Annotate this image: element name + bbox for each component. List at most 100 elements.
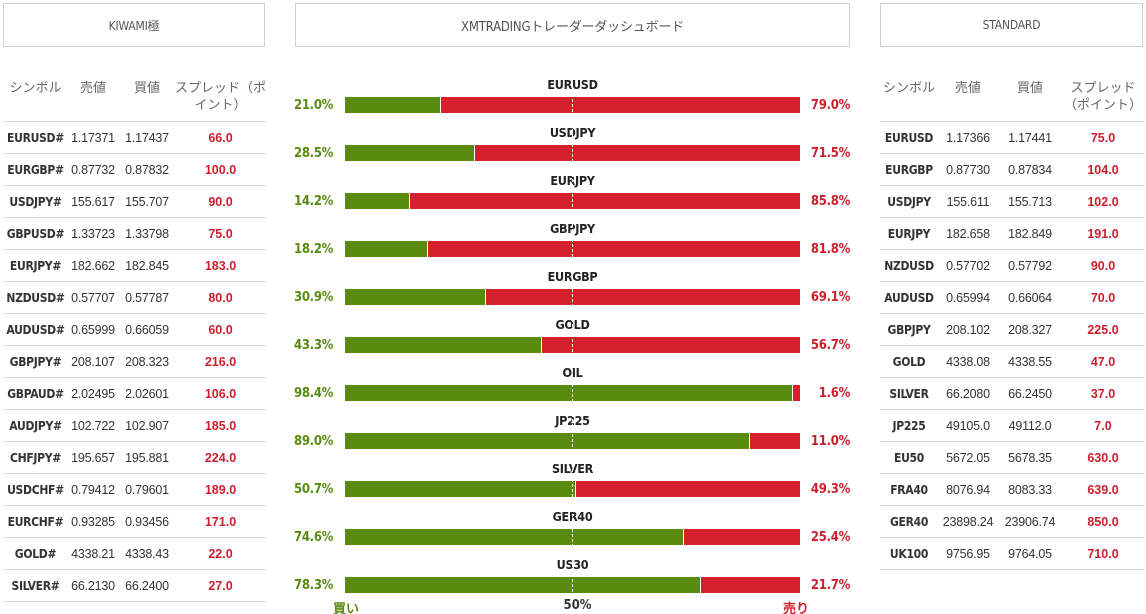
row-bid: 5672.05 bbox=[946, 450, 990, 465]
table-row: GER40 23898.24 23906.74 850.0 bbox=[880, 506, 1144, 538]
row-symbol: SILVER bbox=[889, 386, 929, 401]
buy-fill bbox=[345, 145, 475, 161]
sentiment-symbol: GER40 bbox=[552, 509, 593, 524]
table-row: GBPUSD# 1.33723 1.33798 75.0 bbox=[4, 218, 266, 250]
row-spread: 22.0 bbox=[208, 546, 233, 561]
row-spread: 90.0 bbox=[1090, 258, 1116, 273]
row-spread: 70.0 bbox=[1090, 290, 1116, 305]
row-spread: 224.0 bbox=[204, 450, 237, 465]
row-symbol: AUDJPY# bbox=[9, 418, 62, 433]
row-symbol: CHFJPY# bbox=[9, 450, 62, 465]
sell-percent: 25.4% bbox=[810, 530, 850, 545]
row-ask: 155.707 bbox=[125, 194, 169, 209]
row-bid: 208.102 bbox=[946, 322, 990, 337]
row-ask: 0.87832 bbox=[125, 162, 169, 177]
row-ask: 182.845 bbox=[125, 258, 169, 273]
row-bid: 23898.24 bbox=[942, 514, 994, 529]
buy-percent: 89.0% bbox=[294, 434, 334, 449]
row-spread: 80.0 bbox=[208, 290, 233, 305]
buy-percent: 21.0% bbox=[294, 98, 334, 113]
row-symbol: GOLD# bbox=[14, 546, 57, 561]
row-spread: 37.0 bbox=[1090, 386, 1116, 401]
sentiment-row: EURGBP 30.9% 69.1% bbox=[290, 266, 855, 314]
table-row: EURGBP 0.87730 0.87834 104.0 bbox=[880, 154, 1144, 186]
row-symbol: SILVER# bbox=[11, 578, 60, 593]
row-spread: 90.0 bbox=[208, 194, 233, 209]
sentiment-row: GOLD 43.3% 56.7% bbox=[290, 314, 855, 362]
row-symbol: EURGBP# bbox=[7, 162, 64, 177]
row-spread: 102.0 bbox=[1087, 194, 1119, 209]
row-symbol: GBPUSD# bbox=[6, 226, 65, 241]
table-row: AUDJPY# 102.722 102.907 185.0 bbox=[4, 410, 266, 442]
buy-fill bbox=[345, 433, 750, 449]
buy-percent: 43.3% bbox=[294, 338, 334, 353]
sentiment-row: GER40 74.6% 25.4% bbox=[290, 506, 855, 554]
row-ask: 182.849 bbox=[1008, 226, 1052, 241]
row-symbol: GBPJPY bbox=[887, 322, 931, 337]
row-ask: 0.87834 bbox=[1008, 162, 1052, 177]
row-ask: 4338.55 bbox=[1008, 354, 1052, 369]
row-symbol: EURCHF# bbox=[7, 514, 64, 529]
sentiment-bar bbox=[345, 481, 800, 497]
buy-fill bbox=[345, 385, 793, 401]
sentiment-symbol: OIL bbox=[562, 365, 583, 380]
row-symbol: NZDUSD# bbox=[6, 290, 65, 305]
sentiment-symbol: USDJPY bbox=[549, 125, 596, 140]
sentiment-row: EURJPY 14.2% 85.8% bbox=[290, 170, 855, 218]
row-ask: 208.323 bbox=[125, 354, 169, 369]
row-spread: 850.0 bbox=[1087, 514, 1119, 529]
sell-legend: 売り bbox=[783, 602, 810, 614]
row-bid: 4338.08 bbox=[946, 354, 990, 369]
sentiment-symbol: EURGBP bbox=[547, 269, 598, 284]
table-row: EURUSD# 1.17371 1.17437 66.0 bbox=[4, 122, 266, 154]
sentiment-bar bbox=[345, 145, 800, 161]
row-spread: 66.0 bbox=[208, 130, 233, 145]
col-symbol: シンボル bbox=[882, 80, 935, 95]
row-ask: 1.17437 bbox=[125, 130, 169, 145]
row-symbol: GBPJPY# bbox=[9, 354, 62, 369]
sell-percent: 85.8% bbox=[810, 194, 850, 209]
sentiment-symbol: GOLD bbox=[555, 317, 590, 332]
row-ask: 4338.43 bbox=[125, 546, 169, 561]
row-bid: 0.65999 bbox=[71, 322, 115, 337]
row-spread: 7.0 bbox=[1094, 418, 1112, 433]
sentiment-symbol: EURJPY bbox=[550, 173, 595, 188]
row-bid: 0.65994 bbox=[946, 290, 990, 305]
row-spread: 185.0 bbox=[204, 418, 237, 433]
midpoint-legend: 50% bbox=[563, 598, 592, 613]
sentiment-symbol: EURUSD bbox=[547, 77, 598, 92]
row-bid: 102.722 bbox=[71, 418, 115, 433]
row-symbol: USDJPY bbox=[887, 194, 931, 209]
buy-percent: 18.2% bbox=[294, 242, 334, 257]
sentiment-bar bbox=[345, 529, 800, 545]
table-row: SILVER 66.2080 66.2450 37.0 bbox=[880, 378, 1144, 410]
col-spread: スプレッド（ポイント） bbox=[1063, 80, 1142, 112]
standard-header: STANDARD bbox=[880, 3, 1143, 47]
buy-percent: 50.7% bbox=[294, 482, 334, 497]
table-row: GOLD# 4338.21 4338.43 22.0 bbox=[4, 538, 266, 570]
row-bid: 155.611 bbox=[946, 194, 990, 209]
sentiment-symbol: US30 bbox=[556, 557, 589, 572]
row-bid: 155.617 bbox=[71, 194, 115, 209]
sentiment-row: EURUSD 21.0% 79.0% bbox=[290, 74, 855, 122]
col-ask: 買値 bbox=[1016, 80, 1043, 95]
sentiment-bar bbox=[345, 577, 800, 593]
row-spread: 216.0 bbox=[204, 354, 237, 369]
row-spread: 639.0 bbox=[1087, 482, 1119, 497]
row-bid: 9756.95 bbox=[946, 546, 990, 561]
row-bid: 208.107 bbox=[71, 354, 115, 369]
row-symbol: GOLD bbox=[892, 354, 926, 369]
sentiment-row: OIL 98.4% 1.6% bbox=[290, 362, 855, 410]
row-bid: 2.02495 bbox=[71, 386, 115, 401]
buy-legend: 買い bbox=[333, 602, 360, 614]
row-ask: 155.713 bbox=[1008, 194, 1052, 209]
buy-percent: 14.2% bbox=[294, 194, 334, 209]
row-symbol: AUDUSD# bbox=[6, 322, 65, 337]
row-symbol: GER40 bbox=[889, 514, 929, 529]
buy-fill bbox=[345, 289, 486, 305]
sentiment-bar bbox=[345, 337, 800, 353]
row-spread: 710.0 bbox=[1087, 546, 1119, 561]
row-ask: 0.79601 bbox=[125, 482, 169, 497]
sentiment-bar bbox=[345, 97, 800, 113]
table-row: USDJPY 155.611 155.713 102.0 bbox=[880, 186, 1144, 218]
